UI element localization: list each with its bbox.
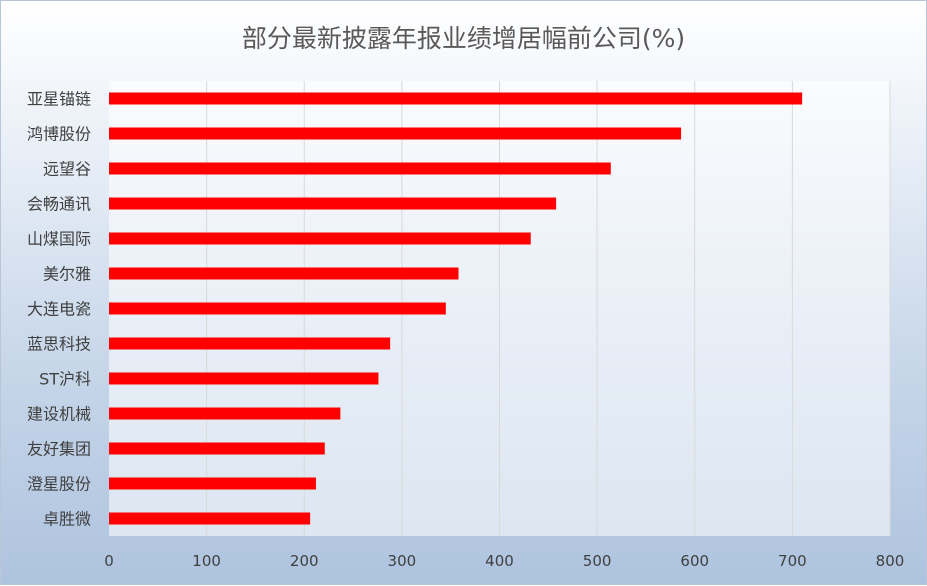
x-tick-label: 800	[876, 552, 905, 570]
bar-2	[109, 162, 611, 175]
category-label: 卓胜微	[43, 510, 91, 529]
chart-title: 部分最新披露年报业绩增居幅前公司(%)	[241, 24, 686, 53]
x-tick-label: 0	[104, 552, 114, 570]
x-tick-label: 400	[485, 552, 514, 570]
x-tick-label: 300	[388, 552, 417, 570]
bars	[109, 92, 803, 525]
category-label: 亚星锚链	[27, 90, 91, 109]
category-label: 会畅通讯	[27, 195, 91, 214]
bar-5	[109, 267, 459, 280]
category-label: 美尔雅	[43, 265, 91, 284]
bar-6	[109, 302, 446, 315]
bar-12	[109, 512, 311, 525]
bar-8	[109, 372, 379, 385]
x-tick-label: 600	[680, 552, 709, 570]
category-label: ST沪科	[39, 370, 91, 389]
bar-10	[109, 442, 325, 455]
bar-4	[109, 232, 531, 245]
bar-11	[109, 477, 316, 490]
x-axis-ticks: 0 100 200 300 400 500 600 700 800	[104, 552, 904, 570]
category-label: 蓝思科技	[27, 335, 91, 354]
bar-9	[109, 407, 341, 420]
category-label: 友好集团	[27, 440, 91, 459]
x-tick-label: 100	[192, 552, 221, 570]
category-label: 山煤国际	[27, 230, 91, 249]
bar-1	[109, 127, 682, 140]
category-label: 建设机械	[27, 405, 91, 424]
bar-3	[109, 197, 557, 210]
category-label: 澄星股份	[27, 475, 91, 494]
x-tick-label: 500	[583, 552, 612, 570]
category-label: 远望谷	[43, 160, 91, 179]
bar-0	[109, 92, 803, 105]
category-label: 大连电瓷	[27, 300, 91, 319]
x-tick-label: 200	[290, 552, 319, 570]
bar-7	[109, 337, 391, 350]
category-label: 鸿博股份	[27, 125, 91, 144]
x-tick-label: 700	[778, 552, 807, 570]
